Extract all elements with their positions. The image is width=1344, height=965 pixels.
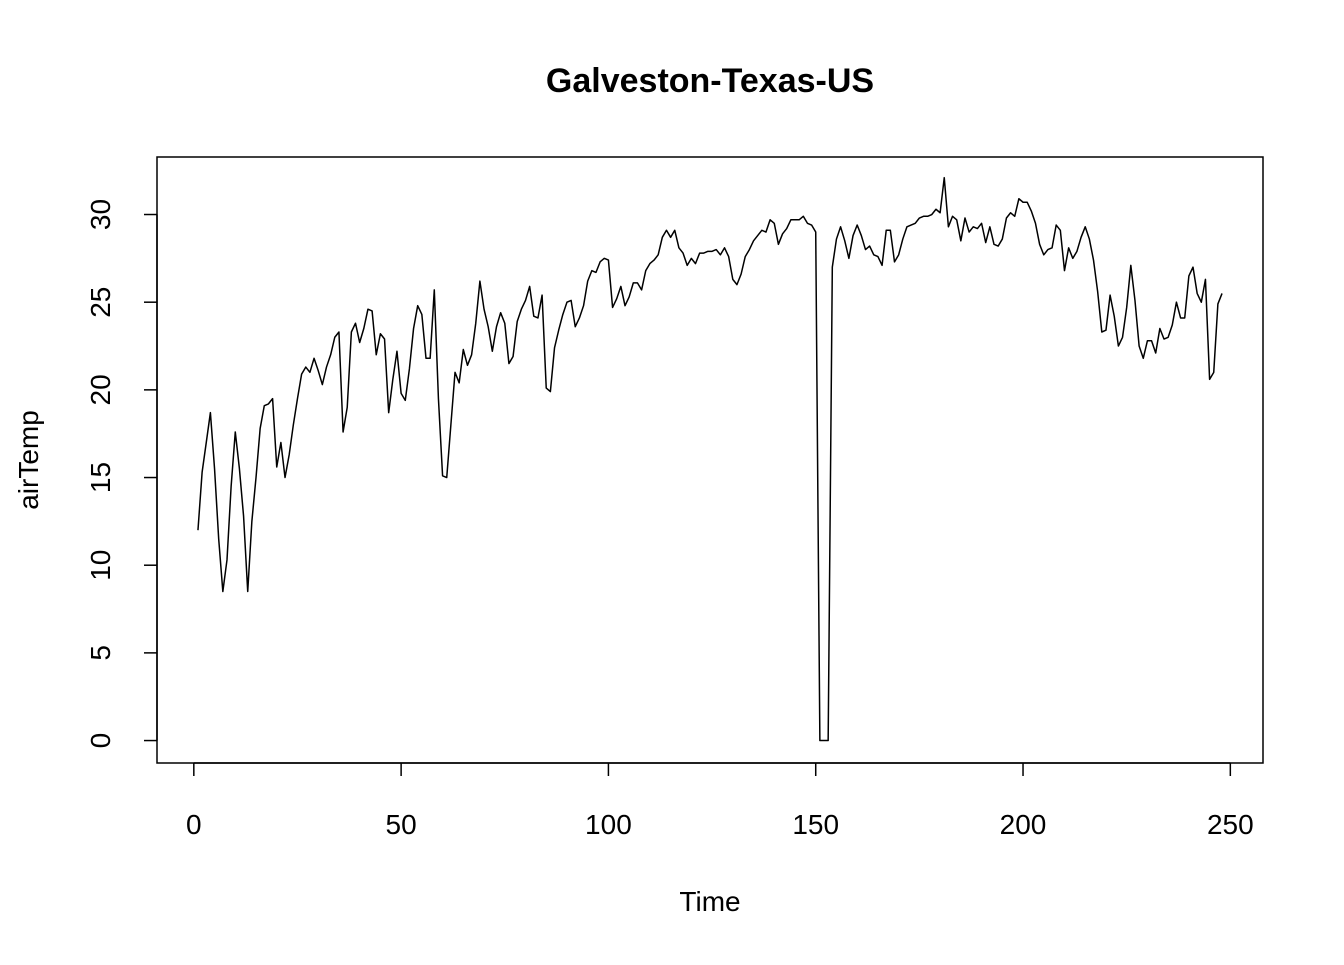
- y-tick-label: 10: [85, 550, 116, 581]
- x-axis-label: Time: [679, 886, 740, 917]
- y-tick-label: 30: [85, 199, 116, 230]
- y-axis-label: airTemp: [13, 410, 44, 510]
- x-tick-label: 50: [386, 809, 417, 840]
- x-tick-label: 200: [1000, 809, 1047, 840]
- chart-title: Galveston-Texas-US: [546, 62, 874, 100]
- y-tick-label: 25: [85, 287, 116, 318]
- y-tick-label: 15: [85, 462, 116, 493]
- y-tick-label: 0: [85, 733, 116, 749]
- x-tick-label: 100: [585, 809, 632, 840]
- x-tick-label: 250: [1207, 809, 1254, 840]
- y-tick-label: 20: [85, 374, 116, 405]
- y-tick-label: 5: [85, 645, 116, 661]
- data-line: [197, 176, 1223, 742]
- x-tick-label: 0: [186, 809, 202, 840]
- x-tick-label: 150: [792, 809, 839, 840]
